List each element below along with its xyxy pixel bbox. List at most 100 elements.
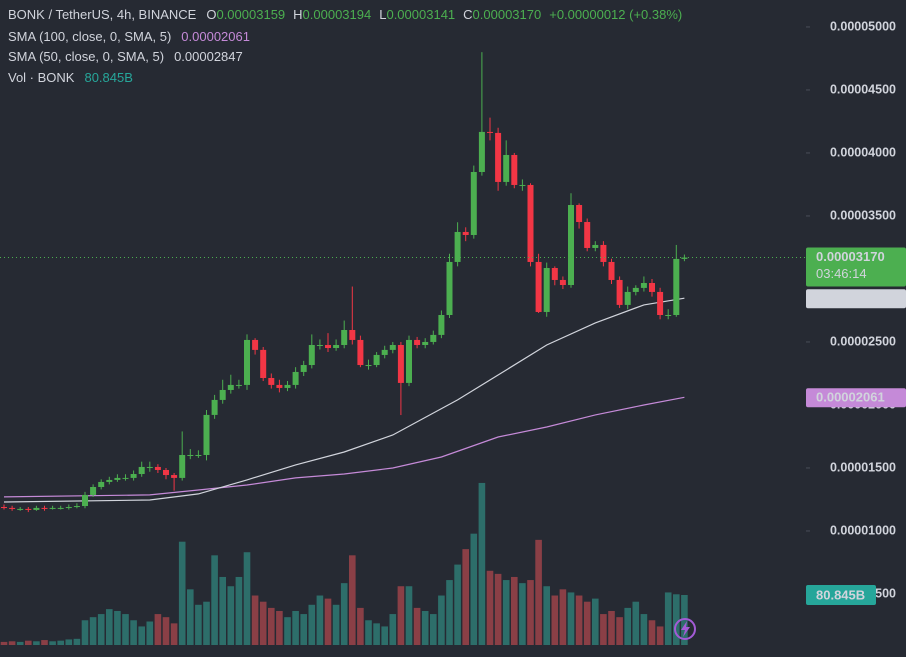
volume-bar (673, 594, 680, 645)
volume-bar (470, 533, 478, 645)
price-labels: 0.00003170 03:46:14 0.00002061 0.00002847 80… (0, 247, 906, 605)
last-price-box (806, 247, 906, 287)
volume-bar (300, 614, 307, 645)
candle-body (9, 507, 16, 509)
candle-body (389, 344, 396, 350)
volume-bar (454, 564, 461, 645)
volume-value-box (806, 584, 876, 605)
candle-body (381, 349, 388, 355)
candle-body (316, 344, 323, 346)
volume-bar (195, 604, 202, 645)
candle-body (252, 339, 259, 350)
volume-bar (583, 601, 591, 645)
h-value: 0.00003194 (303, 7, 372, 22)
sma-line (3, 297, 685, 503)
candle-body (203, 414, 210, 455)
candle-body (640, 282, 647, 288)
volume-value-label: 80.845B (816, 587, 865, 602)
volume-bar (324, 598, 332, 645)
volume-bar (486, 570, 494, 645)
volume-bar (162, 617, 170, 645)
volume-bar (438, 595, 445, 645)
candle-body (146, 466, 153, 468)
symbol-title: BONK / TetherUS, 4h, BINANCE O0.00003159 H… (8, 7, 682, 22)
candle-body (673, 258, 680, 316)
candle-body (535, 261, 542, 312)
volume-bar (251, 595, 259, 645)
volume-bar (89, 617, 97, 645)
volume-bar (308, 604, 316, 645)
candle-body (373, 354, 380, 366)
candle-body (17, 508, 24, 510)
candle-body (414, 339, 421, 345)
volume-bar (373, 623, 380, 645)
volume-bar (478, 482, 486, 645)
y-tick-label: 0.00002500 (830, 334, 896, 348)
candle-body (551, 268, 558, 280)
candle-body (73, 506, 80, 508)
candle-body (276, 384, 283, 388)
volume-bar (430, 614, 437, 645)
volume-bar (511, 576, 518, 645)
candle-body (478, 131, 485, 172)
volume-bar (187, 589, 194, 645)
volume-bar (608, 610, 615, 645)
legend-value: 0.00002061 (181, 29, 250, 44)
y-tick-label: 0.00003500 (830, 208, 896, 222)
volume-bar (25, 640, 32, 645)
volume-bar (114, 610, 121, 645)
candle-body (235, 384, 242, 386)
volume-bar (97, 614, 105, 645)
y-tick-label: 0.00001500 (830, 460, 896, 474)
candle-body (365, 365, 372, 367)
candle-body (406, 339, 412, 383)
legend-name: SMA (100, close, 0, SMA, 5) (8, 29, 171, 44)
candle-body (300, 365, 307, 372)
volume-bar (259, 601, 267, 645)
volume-bar (389, 614, 397, 645)
volume-bar (219, 576, 226, 645)
candle-body (171, 475, 178, 478)
candle-body (219, 389, 226, 400)
candle-body (584, 222, 591, 248)
change: +0.00000012 (+0.38%) (549, 7, 682, 22)
volume-bar (559, 589, 567, 645)
candle-body (25, 508, 32, 510)
volume-bar (543, 586, 550, 645)
candle-body (292, 371, 299, 385)
volume-bar (648, 620, 656, 645)
volume-bar (154, 614, 162, 645)
h-label: H (293, 7, 302, 22)
legend-name: Vol · BONK (8, 70, 75, 85)
candle-body (163, 469, 169, 476)
y-tick-label: 0.00004000 (830, 145, 896, 159)
candle-body (632, 287, 639, 292)
candle-body (268, 378, 275, 385)
candle-body (600, 244, 607, 262)
candle-body (1, 507, 7, 509)
legend-name: SMA (50, close, 0, SMA, 5) (8, 49, 164, 64)
candle-body (657, 291, 664, 316)
volume-bar (178, 541, 186, 645)
volume-bar (616, 617, 623, 645)
o-label: O (206, 7, 216, 22)
candle-body (130, 474, 137, 478)
candle-body (179, 454, 186, 478)
volume-bar (365, 620, 372, 645)
volume-bar (203, 601, 210, 645)
volume-bar (235, 576, 243, 645)
candle-body (592, 244, 599, 248)
candle-body (576, 205, 583, 223)
candle-body (260, 349, 267, 379)
candle-body (122, 477, 129, 479)
candle-body (65, 507, 72, 509)
volume-bar (397, 586, 405, 645)
replay-icon[interactable] (674, 618, 696, 640)
candle-body (462, 231, 469, 235)
candle-body (511, 154, 518, 185)
volume-bar (357, 607, 364, 645)
l-value: 0.00003141 (386, 7, 455, 22)
volume-bar (519, 583, 526, 645)
candle-body (487, 131, 493, 133)
